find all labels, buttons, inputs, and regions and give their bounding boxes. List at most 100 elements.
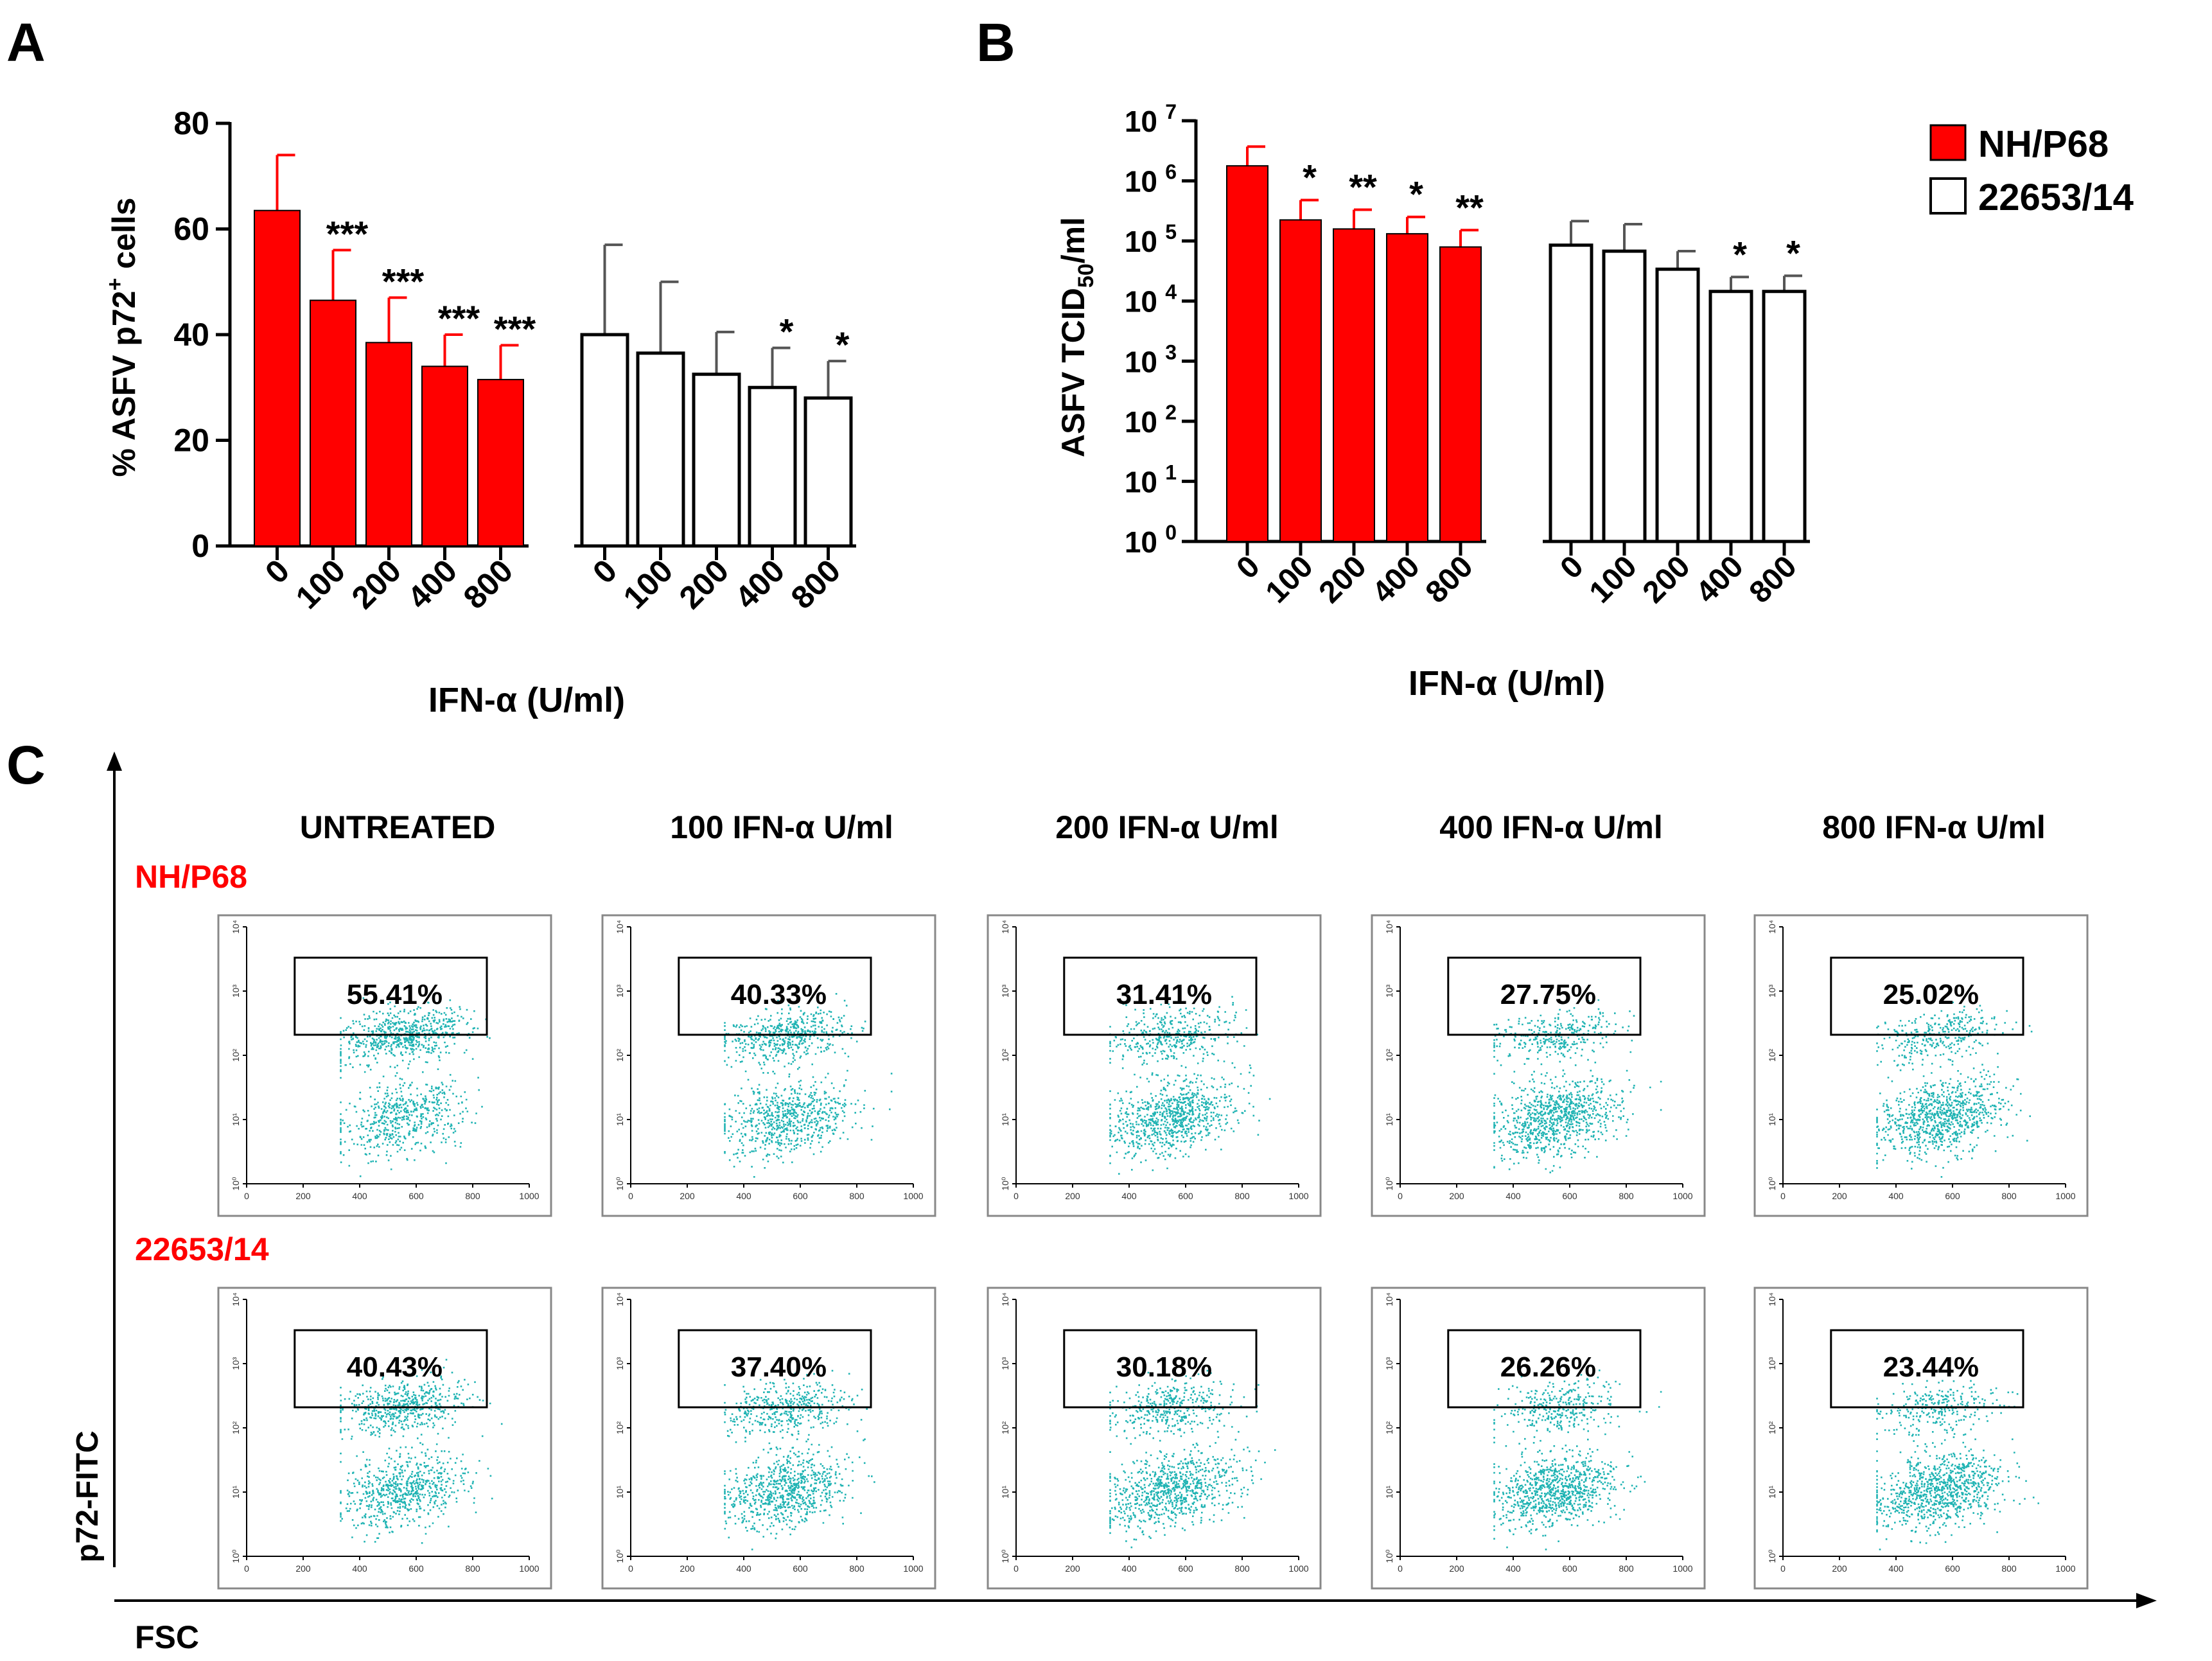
flow-plot-xtick-label: 1000 — [519, 1563, 539, 1574]
flow-plot-ytick-label: 10³ — [1000, 985, 1010, 998]
chart-a-bar — [365, 342, 412, 547]
flow-plot-frame — [217, 1287, 552, 1590]
flow-plot-xtick-label: 1000 — [2055, 1563, 2075, 1574]
chart-b-xtick-label: 800 — [1743, 549, 1804, 610]
flow-plot-ytick-label: 10¹ — [1384, 1486, 1394, 1499]
chart-b-bar — [1386, 233, 1428, 542]
chart-b-bar — [1279, 219, 1322, 542]
flow-plot-ytick-label: 10¹ — [231, 1113, 241, 1127]
flow-plot-xtick-label: 400 — [1888, 1191, 1904, 1201]
chart-b-ytick-exponent: 2 — [1165, 401, 1177, 424]
chart-a-bar — [636, 351, 685, 548]
chart-a-bar — [692, 373, 741, 548]
flow-plot-ytick-label: 10⁴ — [615, 920, 625, 934]
panel-c-axes: p72-FITC FSC — [71, 751, 2157, 1655]
chart-b-ytick-exponent: 4 — [1165, 281, 1177, 304]
flow-plot-xtick-label: 600 — [1562, 1563, 1577, 1574]
flow-plot-ytick-label: 10⁰ — [615, 1549, 625, 1563]
chart-a-bar — [748, 385, 797, 548]
flow-plot-xtick-label: 600 — [1178, 1563, 1193, 1574]
flow-plot-ytick-label: 10² — [615, 1421, 625, 1435]
flow-plot-gate — [294, 956, 488, 1036]
flow-plot-ytick-label: 10¹ — [1384, 1113, 1394, 1127]
chart-b-xlabel: IFN-α (U/ml) — [1409, 664, 1605, 703]
flow-plot-ytick-label: 10³ — [231, 985, 241, 998]
flow-plot-ytick-label: 10³ — [615, 1357, 625, 1371]
chart-b-ytick-exponent: 3 — [1165, 340, 1177, 364]
flow-plot-percentage: 30.18% — [1116, 1351, 1212, 1383]
chart-b-ylabel: ASFV TCID50/ml — [1055, 217, 1098, 457]
flow-plot-xtick-label: 0 — [1014, 1191, 1019, 1201]
flow-plot-xtick-label: 400 — [352, 1191, 367, 1201]
flow-plot-ytick-label: 10³ — [1767, 985, 1777, 998]
flow-plot-xtick-label: 600 — [1945, 1563, 1960, 1574]
flow-plot-xtick-label: 0 — [244, 1563, 249, 1574]
flow-plot-gate — [1063, 1329, 1258, 1409]
flow-plot-ytick-label: 10⁰ — [1767, 1177, 1777, 1191]
flow-plot-xtick-label: 400 — [1505, 1563, 1521, 1574]
flow-plot-gate — [678, 956, 872, 1036]
chart-a-significance: *** — [438, 298, 480, 338]
flow-plot-frame — [1753, 1287, 2089, 1590]
flow-plot-ytick-label: 10⁴ — [1000, 1292, 1010, 1306]
flow-plot-ytick-label: 10⁴ — [615, 1292, 625, 1306]
flow-plot-frame — [1371, 914, 1706, 1217]
flow-plot-xtick-label: 200 — [680, 1191, 695, 1201]
flow-plot-frame — [601, 914, 936, 1217]
flow-plot-xtick-label: 1000 — [903, 1191, 923, 1201]
flow-plot-xtick-label: 200 — [1832, 1191, 1847, 1201]
flow-plot-xtick-label: 800 — [849, 1563, 865, 1574]
flow-plot-ytick-label: 10¹ — [231, 1486, 241, 1499]
flow-plot-percentage: 27.75% — [1500, 979, 1596, 1010]
flow-plot-xtick-label: 200 — [1065, 1563, 1080, 1574]
flow-plot-xtick-label: 1000 — [1288, 1191, 1308, 1201]
chart-b-ytick-exponent: 1 — [1165, 461, 1177, 484]
flow-plot-xtick-label: 800 — [2001, 1563, 2017, 1574]
flow-plot-percentage: 40.33% — [731, 979, 827, 1010]
chart-b-xtick-label: 400 — [1366, 549, 1426, 610]
chart-b-xtick-label: 400 — [1690, 549, 1750, 610]
chart-b-bar — [1226, 165, 1268, 542]
flow-plot-xtick-label: 1000 — [903, 1563, 923, 1574]
flow-plot-percentage: 37.40% — [731, 1351, 827, 1383]
flow-plot-xtick-label: 600 — [793, 1563, 808, 1574]
flow-plot-ytick-label: 10² — [1000, 1421, 1010, 1435]
legend: NH/P68 22653/14 — [1929, 123, 2134, 218]
flow-plot-xtick-label: 200 — [1449, 1191, 1464, 1201]
flow-plot-xtick-label: 600 — [1945, 1191, 1960, 1201]
chart-a-significance: * — [836, 324, 850, 365]
chart-b-ytick-label: 10 — [1125, 225, 1157, 258]
flow-plot-xtick-label: 200 — [1065, 1191, 1080, 1201]
flow-plot-xtick-label: 1000 — [2055, 1191, 2075, 1201]
chart-b-significance: * — [1733, 234, 1747, 274]
chart-c: UNTREATED 100 IFN-α U/ml 200 IFN-α U/ml 400… — [135, 809, 2089, 1590]
flow-plot-xtick-label: 800 — [849, 1191, 865, 1201]
chart-b-significance: ** — [1455, 187, 1484, 227]
flow-plot-ytick-label: 10⁴ — [1384, 920, 1394, 934]
chart-b-ytick-label: 10 — [1125, 165, 1157, 198]
flow-plot-xtick-label: 600 — [1178, 1191, 1193, 1201]
flow-plot-xtick-label: 800 — [1234, 1191, 1250, 1201]
flow-plot-xtick-label: 200 — [680, 1563, 695, 1574]
flow-plot-ytick-label: 10⁰ — [1000, 1549, 1010, 1563]
flow-plot-xtick-label: 0 — [1398, 1563, 1403, 1574]
flow-plot-xtick-label: 600 — [1562, 1191, 1577, 1201]
chart-a-ytick-label: 0 — [191, 528, 209, 564]
flow-plot-xtick-label: 0 — [628, 1191, 633, 1201]
flow-plot-ytick-label: 10⁴ — [1767, 920, 1777, 934]
chart-a-bar — [310, 299, 356, 547]
flow-plot-gate — [1830, 956, 2024, 1036]
chart-a-ytick-label: 40 — [173, 317, 209, 353]
chart-b-bar — [1333, 228, 1375, 542]
flow-plot-xtick-label: 400 — [1888, 1563, 1904, 1574]
flow-plot-gate — [1447, 1329, 1642, 1409]
chart-b-significance: * — [1786, 233, 1800, 273]
flow-plot-xtick-label: 600 — [408, 1563, 424, 1574]
flow-plot-xtick-label: 400 — [1505, 1191, 1521, 1201]
flow-plot-xtick-label: 600 — [793, 1191, 808, 1201]
flow-plot-gate — [1830, 1329, 2024, 1409]
chart-b-ytick-label: 10 — [1125, 525, 1157, 559]
panel-label-c: C — [6, 735, 46, 795]
